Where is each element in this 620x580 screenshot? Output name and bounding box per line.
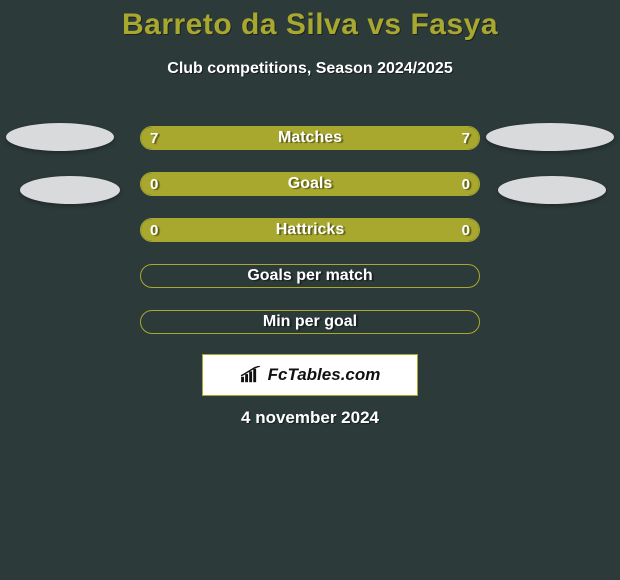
stat-bar-track [140,218,480,242]
stat-row: Goals per match [140,264,480,288]
stat-row: 00Goals [140,172,480,196]
stat-bar-track [140,264,480,288]
stat-bar-right [310,127,479,149]
bar-chart-icon [240,366,262,384]
stat-bar-left [141,219,310,241]
stat-bar-left [141,173,310,195]
brand-text: FcTables.com [268,365,381,385]
stat-bar-track [140,310,480,334]
stat-row: Min per goal [140,310,480,334]
stat-row: 00Hattricks [140,218,480,242]
stat-rows: 77Matches 00Goals 00Hattricks Goals per mat… [140,126,480,356]
avatar-ellipse-1 [486,123,614,151]
stat-bar-track [140,172,480,196]
stat-bar-right [310,219,479,241]
stat-row: 77Matches [140,126,480,150]
avatar-ellipse-0 [6,123,114,151]
page-title: Barreto da Silva vs Fasya [0,0,620,42]
avatar-ellipse-2 [20,176,120,204]
brand-box: FcTables.com [202,354,418,396]
avatar-ellipse-3 [498,176,606,204]
date-label: 4 november 2024 [0,408,620,428]
comparison-infographic: Barreto da Silva vs Fasya Club competiti… [0,0,620,580]
subtitle: Club competitions, Season 2024/2025 [0,60,620,78]
stat-bar-left [141,127,310,149]
stat-bar-track [140,126,480,150]
stat-bar-right [310,173,479,195]
